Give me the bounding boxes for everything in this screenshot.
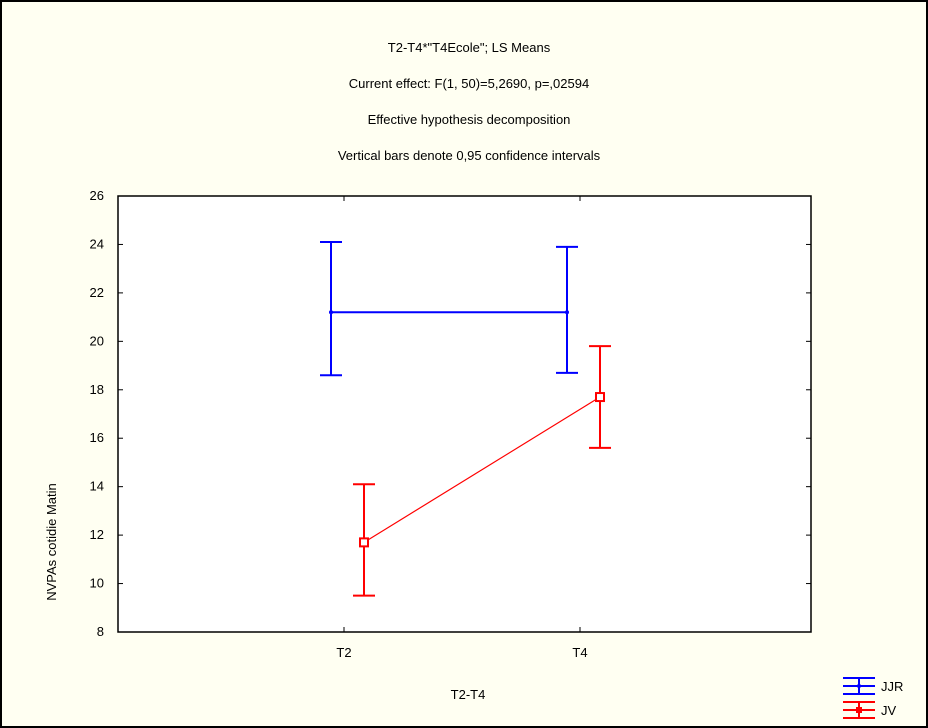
- y-tick-label: 24: [90, 236, 104, 251]
- chart-title: T2-T4*"T4Ecole"; LS Means: [388, 40, 551, 55]
- y-tick-label: 12: [90, 527, 104, 542]
- legend-marker: [856, 707, 862, 713]
- data-point: [595, 392, 605, 403]
- y-axis: 26 24 22 20 18 16 14 12 10 8: [90, 188, 811, 639]
- x-tick-label: T2: [336, 645, 351, 660]
- data-point: [565, 310, 569, 315]
- chart-subtitle-2: Effective hypothesis decomposition: [368, 112, 571, 127]
- chart-subtitle-1: Current effect: F(1, 50)=5,2690, p=,0259…: [349, 76, 589, 91]
- y-tick-label: 22: [90, 285, 104, 300]
- legend: JJR JV: [843, 677, 903, 719]
- y-tick-label: 18: [90, 382, 104, 397]
- legend-label: JJR: [881, 679, 903, 694]
- y-tick-label: 20: [90, 333, 104, 348]
- y-tick-label: 16: [90, 430, 104, 445]
- y-tick-label: 8: [97, 624, 104, 639]
- legend-label: JV: [881, 703, 897, 718]
- data-point: [359, 537, 369, 548]
- x-axis: T2 T4: [336, 196, 588, 660]
- y-axis-label: NVPAs cotidie Matin: [44, 483, 59, 601]
- chart-subtitle-3: Vertical bars denote 0,95 confidence int…: [338, 148, 601, 163]
- data-point: [329, 310, 333, 315]
- x-axis-label: T2-T4: [451, 687, 486, 702]
- x-tick-label: T4: [572, 645, 587, 660]
- y-tick-label: 10: [90, 576, 104, 591]
- legend-marker: [857, 684, 861, 688]
- plot-area: [117, 195, 812, 633]
- series-group: [320, 241, 611, 597]
- y-tick-label: 26: [90, 188, 104, 203]
- y-tick-label: 14: [90, 479, 104, 494]
- series-line-jv: [363, 396, 601, 543]
